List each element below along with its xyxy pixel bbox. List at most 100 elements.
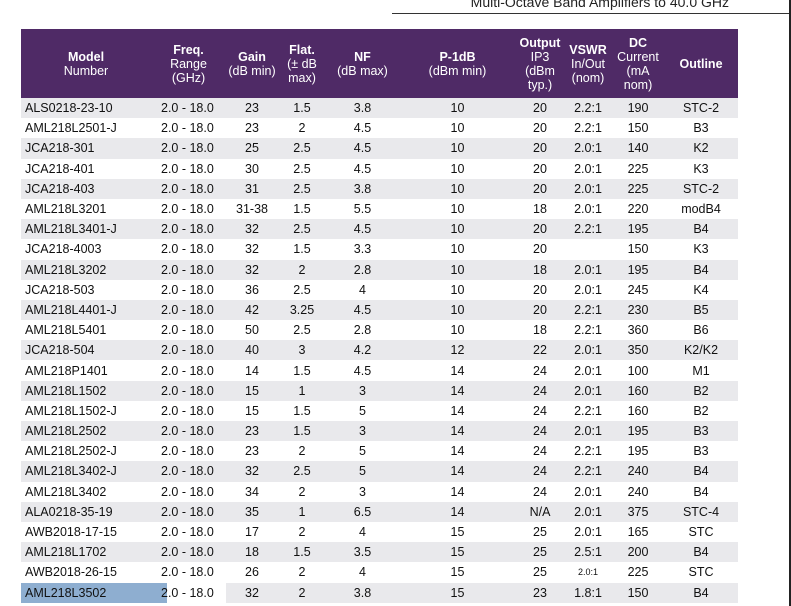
column-header-unit: nom) bbox=[623, 77, 653, 92]
cell-p1db: 12 bbox=[399, 340, 516, 361]
cell-outline: K3 bbox=[664, 239, 738, 260]
cell-outline: STC bbox=[664, 521, 738, 543]
column-header-label: Gain bbox=[238, 49, 266, 64]
cell-model-number: AML218L3502 bbox=[21, 582, 151, 603]
cell-gain: 32 bbox=[226, 219, 278, 240]
cell-flatness: 2.5 bbox=[278, 279, 326, 300]
cell-freq-range: 2.0 - 18.0 bbox=[151, 98, 226, 119]
cell-vswr: 2.0:1 bbox=[564, 158, 612, 179]
cell-gain: 25 bbox=[226, 138, 278, 159]
cell-dc-current: 200 bbox=[612, 542, 664, 563]
cell-freq-range: 2.0 - 18.0 bbox=[151, 461, 226, 482]
cell-output-ip3: 24 bbox=[516, 400, 564, 421]
column-header-label: NF bbox=[354, 49, 371, 64]
column-header-label: Outline bbox=[679, 56, 723, 71]
table-row: AML218L3502 2.0 - 18.0 32 2 3.8 15 23 1.8:1 150 B… bbox=[21, 582, 738, 603]
cell-vswr: 2.0:1 bbox=[564, 501, 612, 522]
cell-output-ip3: 18 bbox=[516, 320, 564, 341]
table-row: AML218L1502-J 2.0 - 18.0 15 1.5 5 14 24 2.2:1 16… bbox=[21, 400, 738, 421]
cell-outline: B4 bbox=[664, 582, 738, 603]
cell-model-number: AML218L3201 bbox=[21, 198, 151, 220]
cell-noise-figure: 4.5 bbox=[326, 219, 399, 240]
cell-outline: STC-4 bbox=[664, 501, 738, 522]
column-header-flatness: Flat. (± dB max) bbox=[278, 29, 326, 98]
cell-freq-range: 2.0 - 18.0 bbox=[151, 259, 226, 280]
section-title: Multi-Octave Band Amplifiers to 40.0 GHz bbox=[470, 0, 729, 10]
cell-flatness: 1.5 bbox=[278, 421, 326, 442]
cell-output-ip3: 24 bbox=[516, 380, 564, 401]
cell-flatness: 1.5 bbox=[278, 360, 326, 381]
cell-gain: 26 bbox=[226, 562, 278, 583]
cell-model-number: ALS0218-23-10 bbox=[21, 98, 151, 119]
table-row: AML218L5401 2.0 - 18.0 50 2.5 2.8 10 18 2.2:1 36… bbox=[21, 320, 738, 341]
cell-dc-current: 240 bbox=[612, 461, 664, 482]
column-header-unit: (GHz) bbox=[171, 70, 206, 85]
table-body: ALS0218-23-10 2.0 - 18.0 23 1.5 3.8 10 20 2.2:1… bbox=[21, 98, 738, 603]
cell-dc-current: 150 bbox=[612, 239, 664, 260]
cell-outline: B4 bbox=[664, 461, 738, 482]
table-row: AML218L3401-J 2.0 - 18.0 32 2.5 4.5 10 20 2.2:1… bbox=[21, 219, 738, 240]
cell-model-number: JCA218-504 bbox=[21, 340, 151, 361]
table-row: JCA218-503 2.0 - 18.0 36 2.5 4 10 20 2.0:1 245 K4 bbox=[21, 279, 738, 300]
cell-model-number: AML218L1702 bbox=[21, 542, 151, 563]
cell-outline: K3 bbox=[664, 158, 738, 179]
cell-gain: 32 bbox=[226, 582, 278, 603]
cell-flatness: 2.5 bbox=[278, 461, 326, 482]
cell-flatness: 1.5 bbox=[278, 198, 326, 220]
title-rule bbox=[392, 13, 791, 14]
cell-flatness: 2 bbox=[278, 521, 326, 543]
column-header-vswr: VSWR In/Out (nom) bbox=[564, 29, 612, 98]
cell-flatness: 2.5 bbox=[278, 158, 326, 179]
cell-noise-figure: 5 bbox=[326, 441, 399, 462]
cell-model-number: AWB2018-17-15 bbox=[21, 521, 151, 543]
table-row: AML218L4401-J 2.0 - 18.0 42 3.25 4.5 10 20 2.2:… bbox=[21, 299, 738, 321]
table-row: AWB2018-26-15 2.0 - 18.0 26 2 4 15 25 2.0:1 225 S… bbox=[21, 562, 738, 583]
cell-vswr: 2.2:1 bbox=[564, 461, 612, 482]
cell-output-ip3: 24 bbox=[516, 481, 564, 502]
cell-outline: modB4 bbox=[664, 198, 738, 220]
cell-freq-range: 2.0 - 18.0 bbox=[151, 158, 226, 179]
cell-model-number: AML218L2502-J bbox=[21, 441, 151, 462]
cell-dc-current: 350 bbox=[612, 340, 664, 361]
table-row: JCA218-403 2.0 - 18.0 31 2.5 3.8 10 20 2.0:1 225… bbox=[21, 178, 738, 199]
cell-dc-current: 375 bbox=[612, 501, 664, 522]
cell-model-number: JCA218-503 bbox=[21, 279, 151, 300]
cell-noise-figure: 4 bbox=[326, 521, 399, 543]
cell-noise-figure: 4.5 bbox=[326, 158, 399, 179]
cell-flatness: 2.5 bbox=[278, 320, 326, 341]
top-banner: Multi-Octave Band Amplifiers to 40.0 GHz bbox=[0, 0, 791, 14]
table-row: AML218L1702 2.0 - 18.0 18 1.5 3.5 15 25 2.5:1 20… bbox=[21, 542, 738, 563]
cell-vswr: 2.0:1 bbox=[564, 279, 612, 300]
cell-gain: 32 bbox=[226, 259, 278, 280]
cell-gain: 42 bbox=[226, 299, 278, 321]
table-row: JCA218-401 2.0 - 18.0 30 2.5 4.5 10 20 2.0:1 225… bbox=[21, 158, 738, 179]
cell-gain: 32 bbox=[226, 239, 278, 260]
cell-outline: B3 bbox=[664, 118, 738, 139]
column-header-unit: IP3 bbox=[530, 49, 550, 64]
cell-noise-figure: 4.5 bbox=[326, 138, 399, 159]
cell-output-ip3: N/A bbox=[516, 501, 564, 522]
cell-noise-figure: 4.5 bbox=[326, 118, 399, 139]
cell-output-ip3: 25 bbox=[516, 542, 564, 563]
cell-output-ip3: 20 bbox=[516, 178, 564, 199]
cell-vswr: 2.0:1 bbox=[564, 259, 612, 280]
cell-output-ip3: 25 bbox=[516, 521, 564, 543]
cell-gain: 15 bbox=[226, 380, 278, 401]
table-row: AML218L2501-J 2.0 - 18.0 23 2 4.5 10 20 2.2:1 15… bbox=[21, 118, 738, 139]
cell-dc-current: 195 bbox=[612, 259, 664, 280]
cell-p1db: 10 bbox=[399, 198, 516, 220]
cell-flatness: 2 bbox=[278, 118, 326, 139]
cell-flatness: 3 bbox=[278, 340, 326, 361]
cell-p1db: 15 bbox=[399, 521, 516, 543]
table-row: AML218L1502 2.0 - 18.0 15 1 3 14 24 2.0:1 160 B2 bbox=[21, 380, 738, 401]
cell-model-number: AML218L1502-J bbox=[21, 400, 151, 421]
column-header-outline: Outline bbox=[664, 29, 738, 98]
cell-gain: 40 bbox=[226, 340, 278, 361]
cell-freq-range: 2.0 - 18.0 bbox=[151, 340, 226, 361]
table-row: AML218L2502-J 2.0 - 18.0 23 2 5 14 24 2.2:1 195 B… bbox=[21, 441, 738, 462]
cell-outline: B2 bbox=[664, 400, 738, 421]
cell-dc-current: 225 bbox=[612, 562, 664, 583]
cell-freq-range: 2.0 - 18.0 bbox=[151, 138, 226, 159]
table-row: AML218P1401 2.0 - 18.0 14 1.5 4.5 14 24 2.0:1 10… bbox=[21, 360, 738, 381]
cell-gain: 14 bbox=[226, 360, 278, 381]
